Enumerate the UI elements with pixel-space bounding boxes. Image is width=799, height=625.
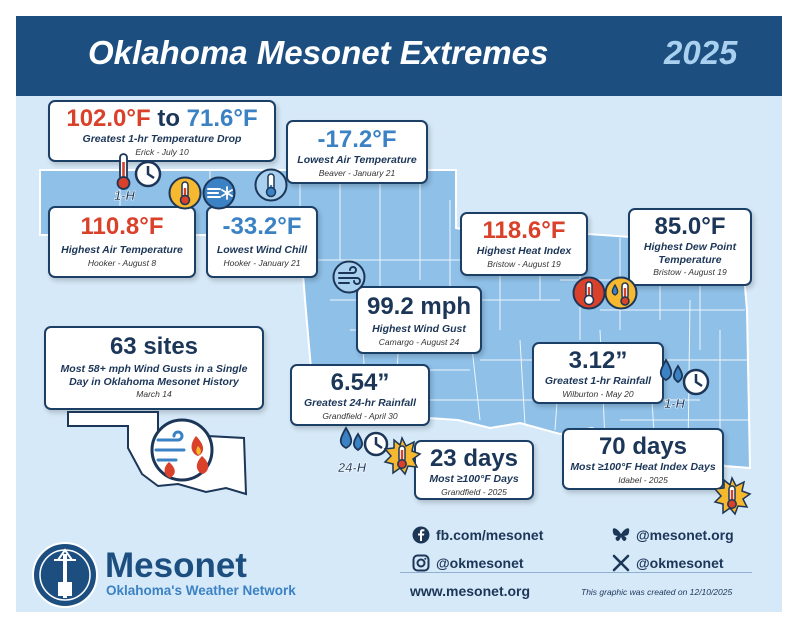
- card-days-hi-100: 70 days Most ≥100°F Heat Index Days Idab…: [562, 428, 724, 490]
- wind-fire-oklahoma-icon: [67, 411, 248, 496]
- rain-clock-icon: 24-H: [337, 426, 389, 475]
- logo-wordmark: Mesonet: [105, 546, 247, 585]
- instagram-link[interactable]: @okmesonet: [436, 555, 524, 571]
- low-air-label: Lowest Air Temperature: [297, 154, 417, 167]
- rain-1hr-sub: Wilburton - May 20: [562, 388, 634, 399]
- card-low-air: -17.2°F Lowest Air Temperature Beaver - …: [286, 120, 428, 184]
- rain-clock-icon: 1-H: [659, 358, 710, 411]
- one-hour-rain-label: 1-H: [664, 396, 686, 411]
- temp-drop-sub: Erick - July 10: [135, 146, 189, 157]
- social-instagram[interactable]: @okmesonet: [412, 554, 524, 572]
- rain-1hr-label: Greatest 1-hr Rainfall: [544, 375, 652, 388]
- low-air-sub: Beaver - January 21: [318, 167, 396, 178]
- facebook-icon: [412, 526, 430, 544]
- footer-divider: [400, 572, 752, 573]
- rain-24hr-sub: Grandfield - April 30: [322, 410, 398, 421]
- created-note: This graphic was created on 12/10/2025: [581, 587, 733, 597]
- x-icon: [612, 554, 630, 572]
- rain-1hr-value: 3.12”: [568, 347, 628, 374]
- high-air-sub: Hooker - August 8: [87, 257, 157, 268]
- temp-drop-low: 71.6°F: [186, 105, 258, 132]
- rain-24hr-label: Greatest 24-hr Rainfall: [303, 397, 417, 410]
- wind-icon: [332, 260, 366, 294]
- dewpoint-drop-icon: [604, 276, 638, 310]
- page-year: 2025: [664, 34, 738, 71]
- days-hi-100-value: 70 days: [598, 433, 688, 460]
- dew-point-label: Highest Dew Point Temperature: [643, 241, 737, 266]
- wind-gust-value: 99.2 mph: [366, 293, 472, 320]
- wind-chill-sub: Hooker - January 21: [223, 257, 301, 268]
- card-days-100: 23 days Most ≥100°F Days Grandfield - 20…: [414, 440, 534, 500]
- thermometer-hot-icon: [168, 176, 202, 210]
- temp-drop-high: 102.0°F: [66, 105, 151, 132]
- page-title: Oklahoma Mesonet Extremes: [88, 34, 549, 71]
- days-hi-100-sub: Idabel - 2025: [618, 474, 668, 485]
- sites-label: Most 58+ mph Wind Gusts in a Single Day …: [60, 363, 248, 388]
- days-100-sub: Grandfield - 2025: [441, 486, 507, 497]
- logo-tagline: Oklahoma's Weather Network: [106, 583, 296, 598]
- temp-drop-label: Greatest 1-hr Temperature Drop: [82, 133, 242, 146]
- instagram-icon: [412, 554, 430, 572]
- card-sites: 63 sites Most 58+ mph Wind Gusts in a Si…: [44, 326, 264, 410]
- wind-chill-label: Lowest Wind Chill: [216, 244, 308, 257]
- wind-gust-sub: Camargo - August 24: [378, 336, 460, 347]
- wind-chill-value: -33.2°F: [222, 213, 302, 240]
- card-wind-gust: 99.2 mph Highest Wind Gust Camargo - Aug…: [356, 286, 482, 354]
- sites-sub: March 14: [136, 389, 172, 400]
- days-100-label: Most ≥100°F Days: [429, 473, 519, 486]
- card-heat-index: 118.6°F Highest Heat Index Bristow - Aug…: [460, 212, 588, 276]
- low-air-value: -17.2°F: [317, 126, 397, 153]
- website-link[interactable]: www.mesonet.org: [410, 583, 531, 599]
- social-x[interactable]: @okmesonet: [612, 554, 724, 572]
- high-air-value: 110.8°F: [80, 213, 164, 240]
- twenty-four-hour-label: 24-H: [337, 460, 367, 475]
- wind-snowflake-icon: [202, 176, 236, 210]
- card-temp-drop: 102.0°F to 71.6°F Greatest 1-hr Temperat…: [48, 100, 276, 162]
- wind-gust-label: Highest Wind Gust: [372, 323, 466, 336]
- heat-index-label: Highest Heat Index: [476, 245, 572, 258]
- butterfly-icon: [612, 526, 630, 544]
- thermometer-cold-icon: [254, 168, 288, 202]
- card-dew-point: 85.0°F Highest Dew Point Temperature Bri…: [628, 208, 752, 286]
- facebook-link[interactable]: fb.com/mesonet: [436, 527, 544, 543]
- thermometer-clock-icon: 1-H: [114, 153, 162, 202]
- header-bar: [16, 16, 782, 96]
- dew-point-sub: Bristow - August 19: [653, 267, 727, 278]
- card-rain-1hr: 3.12” Greatest 1-hr Rainfall Wilburton -…: [532, 342, 664, 404]
- one-hour-label: 1-H: [114, 188, 136, 202]
- thermometer-hot-icon: [572, 276, 606, 310]
- social-facebook[interactable]: fb.com/mesonet: [412, 526, 543, 544]
- social-bluesky[interactable]: @mesonet.org: [612, 526, 734, 544]
- card-high-air: 110.8°F Highest Air Temperature Hooker -…: [48, 206, 196, 278]
- sun-thermometer-icon: [383, 436, 422, 476]
- high-air-label: Highest Air Temperature: [61, 244, 183, 257]
- temp-drop-connector: to: [157, 105, 180, 132]
- heat-index-value: 118.6°F: [482, 217, 566, 244]
- bluesky-link[interactable]: @mesonet.org: [636, 527, 734, 543]
- days-100-value: 23 days: [429, 445, 519, 472]
- card-wind-chill: -33.2°F Lowest Wind Chill Hooker - Janua…: [206, 206, 318, 278]
- heat-index-sub: Bristow - August 19: [487, 258, 561, 269]
- x-link[interactable]: @okmesonet: [636, 555, 724, 571]
- sites-value: 63 sites: [109, 333, 199, 360]
- card-rain-24hr: 6.54” Greatest 24-hr Rainfall Grandfield…: [290, 364, 430, 426]
- dew-point-value: 85.0°F: [654, 213, 726, 240]
- rain-24hr-value: 6.54”: [330, 369, 390, 396]
- days-hi-100-label: Most ≥100°F Heat Index Days: [570, 461, 716, 474]
- sun-thermometer-icon: [713, 476, 752, 516]
- mesonet-logo-icon: [32, 542, 98, 608]
